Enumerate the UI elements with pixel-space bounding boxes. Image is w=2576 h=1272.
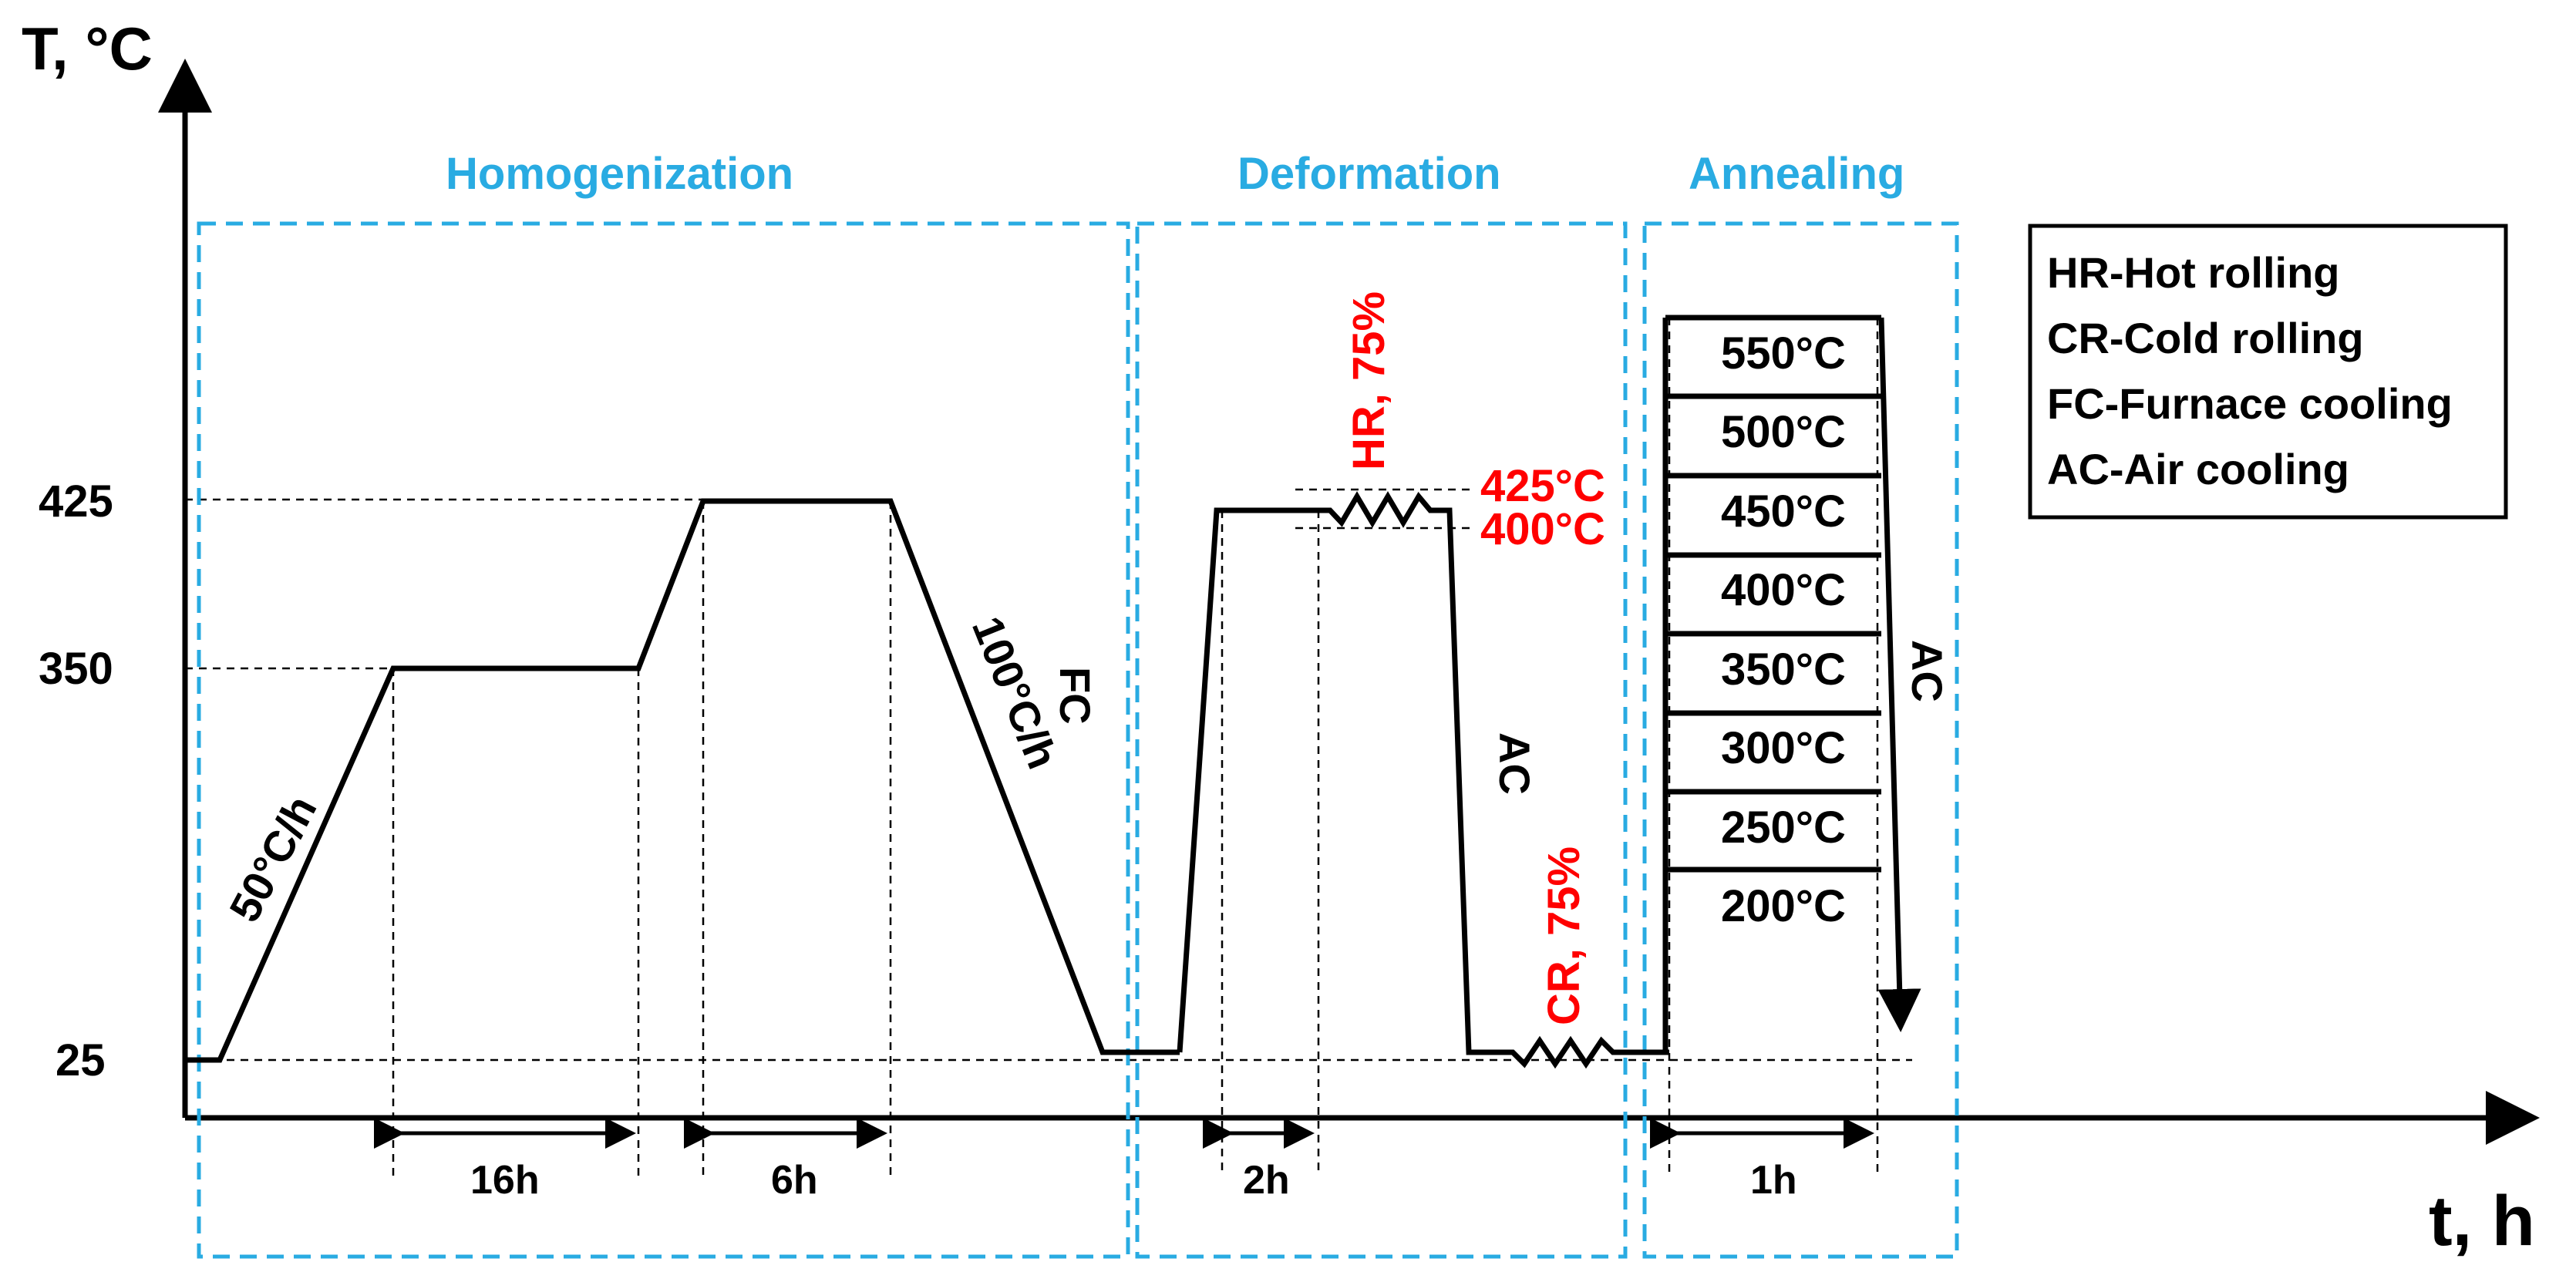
annealing-box (1642, 221, 1959, 1259)
anneal-temp-250: 250°C (1721, 803, 1846, 853)
legend-item-hr: HR-Hot rolling (2047, 248, 2339, 297)
duration-1h: 1h (1750, 1158, 1797, 1203)
cold-rolling-label: CR, 75% (1539, 846, 1589, 1025)
air-cooling-annealing-label: AC (1903, 640, 1951, 702)
anneal-temp-400: 400°C (1721, 565, 1846, 615)
homogenization-profile (185, 498, 1180, 1063)
legend-box (2028, 224, 2508, 520)
legend-item-ac: AC-Air cooling (2047, 445, 2349, 493)
homogenization-title: Homogenization (446, 149, 793, 199)
anneal-temp-350: 350°C (1721, 644, 1846, 695)
hot-rolling-profile (1177, 491, 1669, 1069)
y-axis-label: T, °C (22, 15, 153, 82)
x-axis-label: t, h (2429, 1182, 2535, 1260)
air-cooling-deformation-label: AC (1490, 732, 1539, 795)
legend: HR-Hot rolling CR-Cold rolling FC-Furnac… (2028, 224, 2508, 520)
homogenization-box (197, 221, 1130, 1259)
duration-6h: 6h (771, 1158, 818, 1203)
deformation-title: Deformation (1237, 149, 1501, 199)
anneal-temp-550: 550°C (1721, 328, 1846, 379)
y-tick-25: 25 (56, 1035, 106, 1085)
furnace-cooling-label: FC (1051, 667, 1099, 725)
anneal-temp-450: 450°C (1721, 486, 1846, 537)
legend-item-fc: FC-Furnace cooling (2047, 379, 2453, 428)
temp-425-label: 425°C (1480, 461, 1605, 511)
duration-2h: 2h (1243, 1158, 1290, 1203)
annealing-ladder (1662, 315, 1921, 1052)
anneal-temp-300: 300°C (1721, 723, 1846, 773)
legend-item-cr: CR-Cold rolling (2047, 314, 2364, 362)
deformation-box (1135, 221, 1628, 1259)
temp-400-label: 400°C (1480, 504, 1605, 554)
y-tick-350: 350 (39, 644, 113, 694)
annealing-title: Annealing (1689, 149, 1904, 199)
duration-16h: 16h (470, 1158, 540, 1203)
anneal-temp-500: 500°C (1721, 407, 1846, 457)
anneal-temp-200: 200°C (1721, 881, 1846, 931)
hot-rolling-label: HR, 75% (1344, 291, 1394, 470)
y-tick-425: 425 (39, 476, 113, 527)
